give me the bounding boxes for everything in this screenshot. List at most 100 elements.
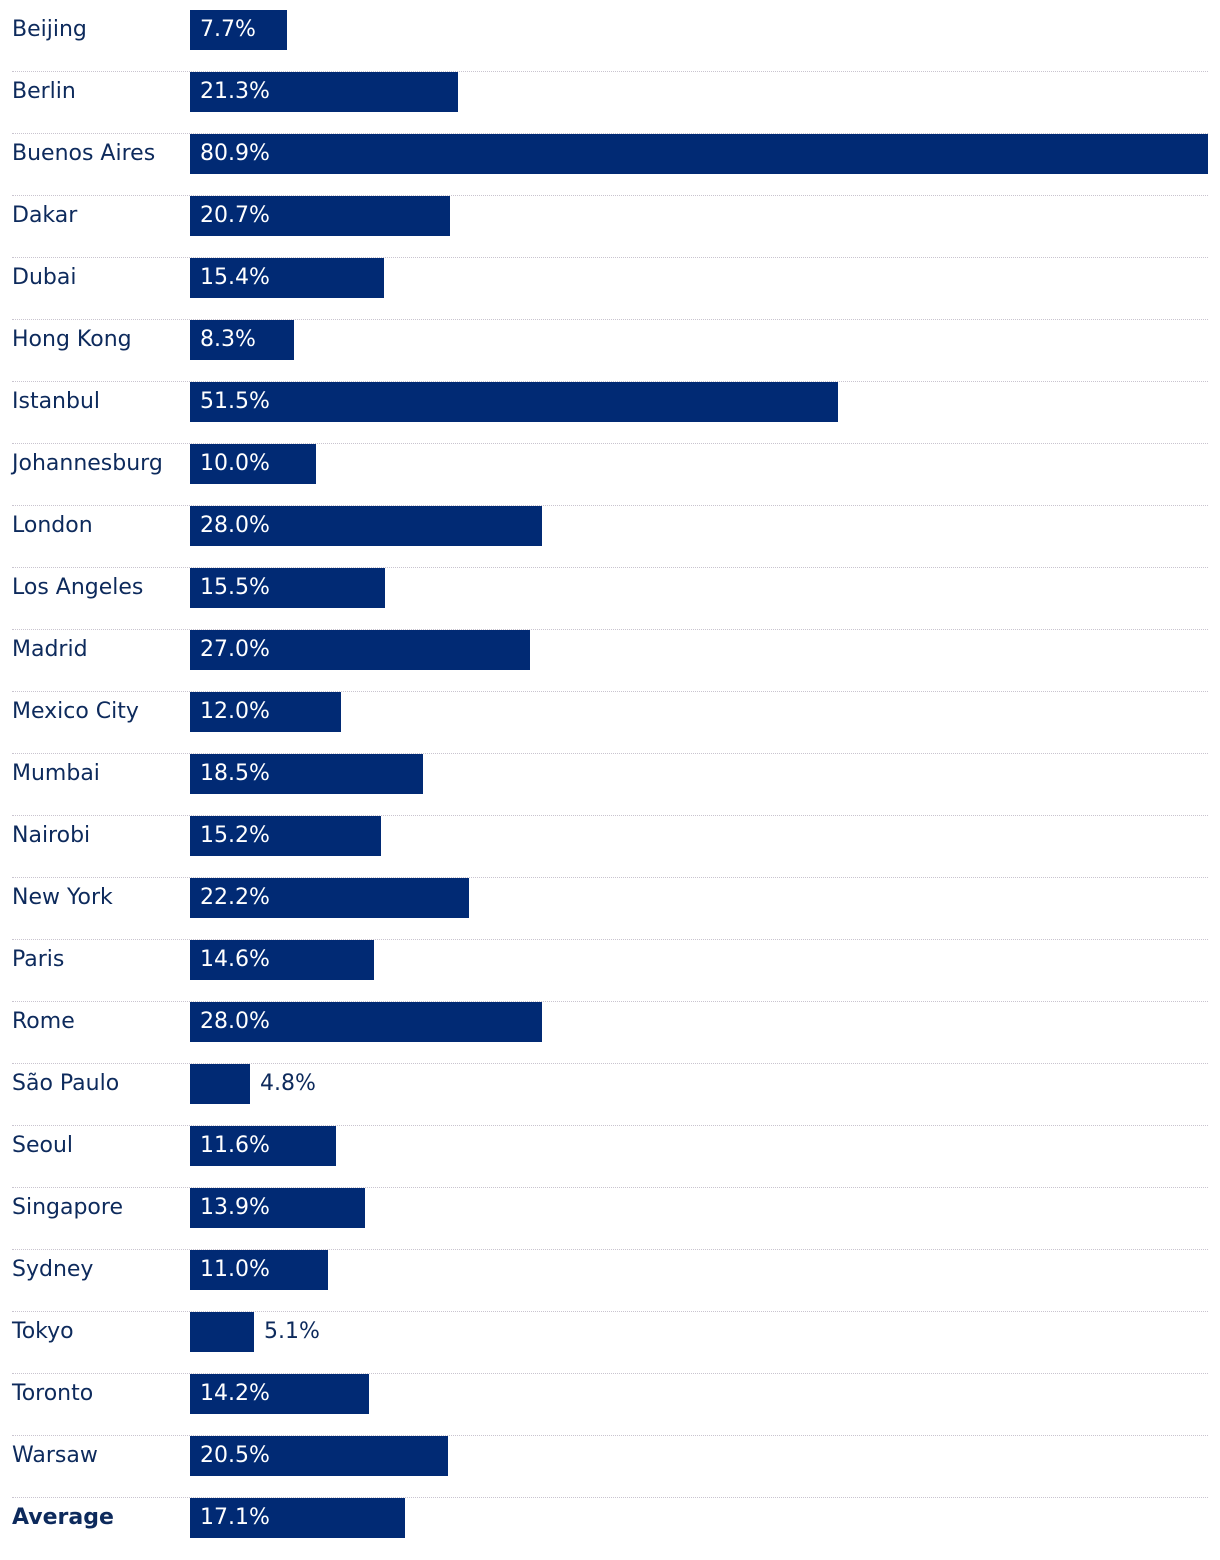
category-label: Mexico City xyxy=(12,699,139,724)
row-divider xyxy=(12,505,1208,506)
value-label: 4.8% xyxy=(260,1071,316,1096)
chart-row: Hong Kong 8.3% xyxy=(12,320,1208,382)
chart-row: Average 17.1% xyxy=(12,1498,1208,1560)
category-label: Berlin xyxy=(12,79,76,104)
value-label: 21.3% xyxy=(200,79,270,104)
row-divider xyxy=(12,753,1208,754)
value-label: 15.5% xyxy=(200,575,270,600)
bar xyxy=(190,196,450,236)
chart-row: Mumbai 18.5% xyxy=(12,754,1208,816)
bar xyxy=(190,568,385,608)
value-label: 80.9% xyxy=(200,141,270,166)
row-divider xyxy=(12,1001,1208,1002)
bar xyxy=(190,1188,365,1228)
category-label: New York xyxy=(12,885,113,910)
value-label: 22.2% xyxy=(200,885,270,910)
category-label: São Paulo xyxy=(12,1071,120,1096)
chart-row: Sydney 11.0% xyxy=(12,1250,1208,1312)
value-label: 20.7% xyxy=(200,203,270,228)
category-label: Nairobi xyxy=(12,823,91,848)
category-label: Rome xyxy=(12,1009,75,1034)
row-divider xyxy=(12,815,1208,816)
chart-row: London 28.0% xyxy=(12,506,1208,568)
row-divider xyxy=(12,1125,1208,1126)
row-divider xyxy=(12,1063,1208,1064)
row-divider xyxy=(12,1187,1208,1188)
bar xyxy=(190,10,287,50)
bar xyxy=(190,1436,448,1476)
category-label: Dakar xyxy=(12,203,78,228)
bar xyxy=(190,320,294,360)
value-label: 15.2% xyxy=(200,823,270,848)
category-label: Paris xyxy=(12,947,65,972)
value-label: 14.6% xyxy=(200,947,270,972)
value-label: 17.1% xyxy=(200,1505,270,1530)
value-label: 10.0% xyxy=(200,451,270,476)
chart-row: Beijing 7.7% xyxy=(12,10,1208,72)
bar xyxy=(190,134,1208,174)
category-label: Mumbai xyxy=(12,761,100,786)
bar xyxy=(190,72,458,112)
value-label: 11.0% xyxy=(200,1257,270,1282)
row-divider xyxy=(12,567,1208,568)
category-label: Johannesburg xyxy=(12,451,163,476)
row-divider xyxy=(12,1373,1208,1374)
row-divider xyxy=(12,443,1208,444)
bar xyxy=(190,692,341,732)
chart-row: Rome 28.0% xyxy=(12,1002,1208,1064)
category-label: Warsaw xyxy=(12,1443,98,1468)
row-divider xyxy=(12,1435,1208,1436)
category-label: Seoul xyxy=(12,1133,74,1158)
row-divider xyxy=(12,319,1208,320)
chart-row: São Paulo 4.8% xyxy=(12,1064,1208,1126)
category-label: Madrid xyxy=(12,637,88,662)
chart-row: Los Angeles 15.5% xyxy=(12,568,1208,630)
chart-row: New York 22.2% xyxy=(12,878,1208,940)
chart-row: Dakar 20.7% xyxy=(12,196,1208,258)
bar xyxy=(190,1002,542,1042)
value-label: 7.7% xyxy=(200,17,256,42)
category-label: Dubai xyxy=(12,265,77,290)
row-divider xyxy=(12,195,1208,196)
value-label: 20.5% xyxy=(200,1443,270,1468)
chart-row: Istanbul 51.5% xyxy=(12,382,1208,444)
category-label: Hong Kong xyxy=(12,327,132,352)
chart-row: Berlin 21.3% xyxy=(12,72,1208,134)
value-label: 14.2% xyxy=(200,1381,270,1406)
category-label: Singapore xyxy=(12,1195,123,1220)
row-divider xyxy=(12,133,1208,134)
category-label: Buenos Aires xyxy=(12,141,156,166)
chart-row: Buenos Aires 80.9% xyxy=(12,134,1208,196)
bar xyxy=(190,1126,336,1166)
bar xyxy=(190,1250,328,1290)
bar xyxy=(190,258,384,298)
category-label: Los Angeles xyxy=(12,575,144,600)
row-divider xyxy=(12,939,1208,940)
chart-row: Paris 14.6% xyxy=(12,940,1208,1002)
bar xyxy=(190,444,316,484)
bar xyxy=(190,506,542,546)
bar xyxy=(190,1498,405,1538)
value-label: 18.5% xyxy=(200,761,270,786)
value-label: 12.0% xyxy=(200,699,270,724)
row-divider xyxy=(12,257,1208,258)
category-label: Toronto xyxy=(12,1381,94,1406)
chart-row: Seoul 11.6% xyxy=(12,1126,1208,1188)
category-label: Istanbul xyxy=(12,389,101,414)
category-label: Tokyo xyxy=(12,1319,74,1344)
value-label: 8.3% xyxy=(200,327,256,352)
bar xyxy=(190,382,838,422)
value-label: 51.5% xyxy=(200,389,270,414)
bar xyxy=(190,1374,369,1414)
chart-row: Johannesburg 10.0% xyxy=(12,444,1208,506)
chart-row: Nairobi 15.2% xyxy=(12,816,1208,878)
chart-row: Mexico City 12.0% xyxy=(12,692,1208,754)
row-divider xyxy=(12,877,1208,878)
bar xyxy=(190,1312,254,1352)
category-label: Sydney xyxy=(12,1257,94,1282)
row-divider xyxy=(12,691,1208,692)
chart-row: Tokyo 5.1% xyxy=(12,1312,1208,1374)
value-label: 28.0% xyxy=(200,513,270,538)
chart-row: Warsaw 20.5% xyxy=(12,1436,1208,1498)
bar xyxy=(190,1064,250,1104)
